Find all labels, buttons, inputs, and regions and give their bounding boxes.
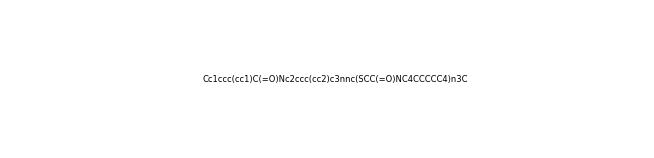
- Text: Cc1ccc(cc1)C(=O)Nc2ccc(cc2)c3nnc(SCC(=O)NC4CCCCC4)n3C: Cc1ccc(cc1)C(=O)Nc2ccc(cc2)c3nnc(SCC(=O)…: [203, 75, 468, 84]
